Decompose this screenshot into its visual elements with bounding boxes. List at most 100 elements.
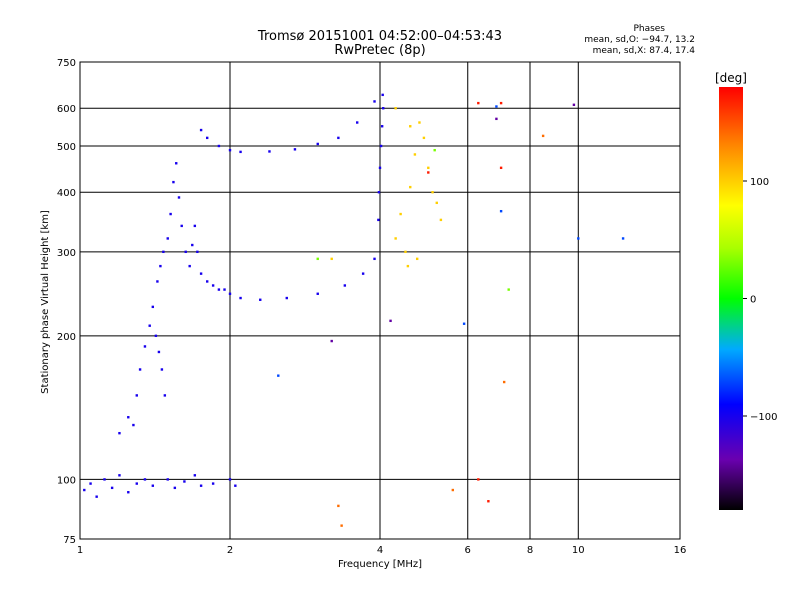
data-point [239, 150, 242, 154]
data-point [160, 368, 164, 371]
data-point [433, 148, 436, 152]
data-point [382, 107, 385, 110]
data-point [177, 196, 181, 199]
data-point [184, 250, 187, 254]
colorbar-gradient [719, 87, 743, 510]
x-tick-labels: 1 2 4 6 8 10 16 [77, 545, 687, 556]
data-point [223, 288, 226, 291]
data-point [541, 134, 545, 138]
colorbar-unit-label: [deg] [715, 71, 747, 85]
data-point [154, 334, 158, 338]
data-point [378, 166, 382, 170]
y-tick-label: 100 [57, 475, 76, 486]
data-point [285, 296, 288, 300]
phases-x-line: mean, sd,X: 87.4, 17.4 [593, 46, 696, 56]
data-point [199, 128, 203, 132]
data-point [499, 101, 503, 105]
phases-box: Phases mean, sd,O: −94.7, 13.2 mean, sd,… [584, 24, 695, 56]
data-point [234, 484, 237, 487]
chart-subtitle: RwPretec (8p) [334, 43, 425, 58]
y-tick-label: 300 [57, 248, 76, 259]
data-point [577, 237, 580, 240]
colorbar: 100 0 −100 [deg] [715, 71, 777, 510]
data-point [381, 93, 384, 97]
data-point [277, 374, 280, 377]
x-tick-label: 2 [227, 545, 233, 556]
data-point [495, 105, 498, 108]
data-point [103, 478, 106, 481]
data-point [379, 144, 383, 148]
data-point [205, 136, 209, 140]
data-point [330, 339, 333, 343]
data-point [135, 394, 138, 397]
data-point [193, 474, 197, 477]
data-point [418, 121, 421, 124]
data-point [340, 524, 343, 527]
x-axis-label: Frequency [MHz] [338, 559, 422, 570]
data-point [83, 488, 86, 492]
data-point [217, 144, 221, 148]
data-point [373, 257, 376, 261]
phases-heading: Phases [633, 24, 665, 34]
data-point [330, 257, 333, 261]
data-point [199, 272, 203, 275]
data-point [159, 264, 162, 268]
data-point [211, 482, 215, 485]
data-point [409, 185, 412, 189]
data-point [175, 162, 178, 165]
data-point [143, 345, 147, 348]
y-tick-label: 500 [57, 142, 76, 153]
x-tick-label: 16 [674, 545, 687, 556]
data-point [135, 482, 138, 485]
data-point [316, 257, 319, 261]
data-point [422, 136, 426, 140]
data-point [293, 148, 297, 151]
phases-o-line: mean, sd,O: −94.7, 13.2 [584, 35, 695, 45]
data-point [377, 218, 380, 222]
data-point [211, 284, 215, 287]
x-tick-label: 4 [377, 545, 383, 556]
y-tick-label: 75 [63, 535, 76, 546]
data-points [83, 93, 625, 527]
data-point [183, 480, 186, 483]
data-point [118, 431, 121, 435]
data-point [572, 103, 576, 107]
data-point [499, 166, 503, 170]
data-point [228, 148, 232, 152]
x-tick-label: 8 [527, 545, 533, 556]
data-point [118, 474, 121, 477]
data-point [196, 250, 199, 254]
data-point [404, 250, 407, 254]
y-tick-label: 400 [57, 188, 76, 199]
plot-frame [79, 61, 681, 540]
data-point [217, 288, 221, 291]
colorbar-tick-label: 0 [750, 295, 756, 306]
data-point [127, 491, 130, 494]
data-point [166, 478, 169, 481]
data-point [462, 322, 466, 325]
colorbar-tick-label: −100 [750, 412, 777, 423]
data-point [477, 478, 480, 481]
data-point [163, 394, 167, 397]
data-point [188, 264, 191, 268]
data-point [495, 117, 498, 121]
data-point [151, 305, 155, 309]
data-point [148, 324, 151, 327]
data-point [394, 107, 397, 110]
data-point [157, 350, 161, 354]
data-point [162, 250, 165, 254]
data-point [439, 218, 443, 222]
data-point [228, 292, 232, 295]
data-point [205, 280, 209, 283]
colorbar-ticks: 100 0 −100 [743, 177, 777, 423]
data-point [138, 368, 142, 371]
y-tick-labels: 75 100 200 300 400 500 600 750 [57, 58, 76, 546]
data-point [95, 495, 98, 498]
data-point [316, 292, 319, 295]
x-tick-label: 1 [77, 545, 83, 556]
data-point [191, 243, 194, 247]
x-tick-label: 10 [572, 545, 585, 556]
data-point [487, 500, 490, 503]
data-point [259, 298, 262, 301]
